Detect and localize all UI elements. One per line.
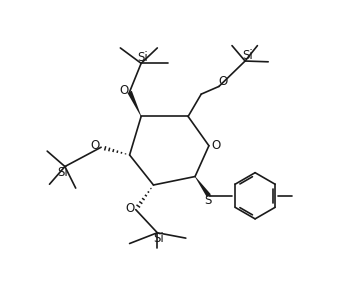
Text: Si: Si [137,51,148,64]
Text: O: O [90,139,100,152]
Text: O: O [218,75,227,88]
Polygon shape [195,176,211,197]
Text: O: O [125,202,134,215]
Text: O: O [120,84,129,97]
Text: Si: Si [153,232,164,245]
Text: Si: Si [242,49,253,62]
Polygon shape [128,91,141,116]
Text: O: O [211,139,220,152]
Text: Si: Si [57,166,68,179]
Text: S: S [204,194,212,207]
